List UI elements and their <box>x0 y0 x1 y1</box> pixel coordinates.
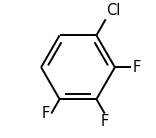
Text: F: F <box>101 115 109 129</box>
Text: F: F <box>132 60 141 75</box>
Text: Cl: Cl <box>107 3 121 18</box>
Text: F: F <box>42 106 50 121</box>
